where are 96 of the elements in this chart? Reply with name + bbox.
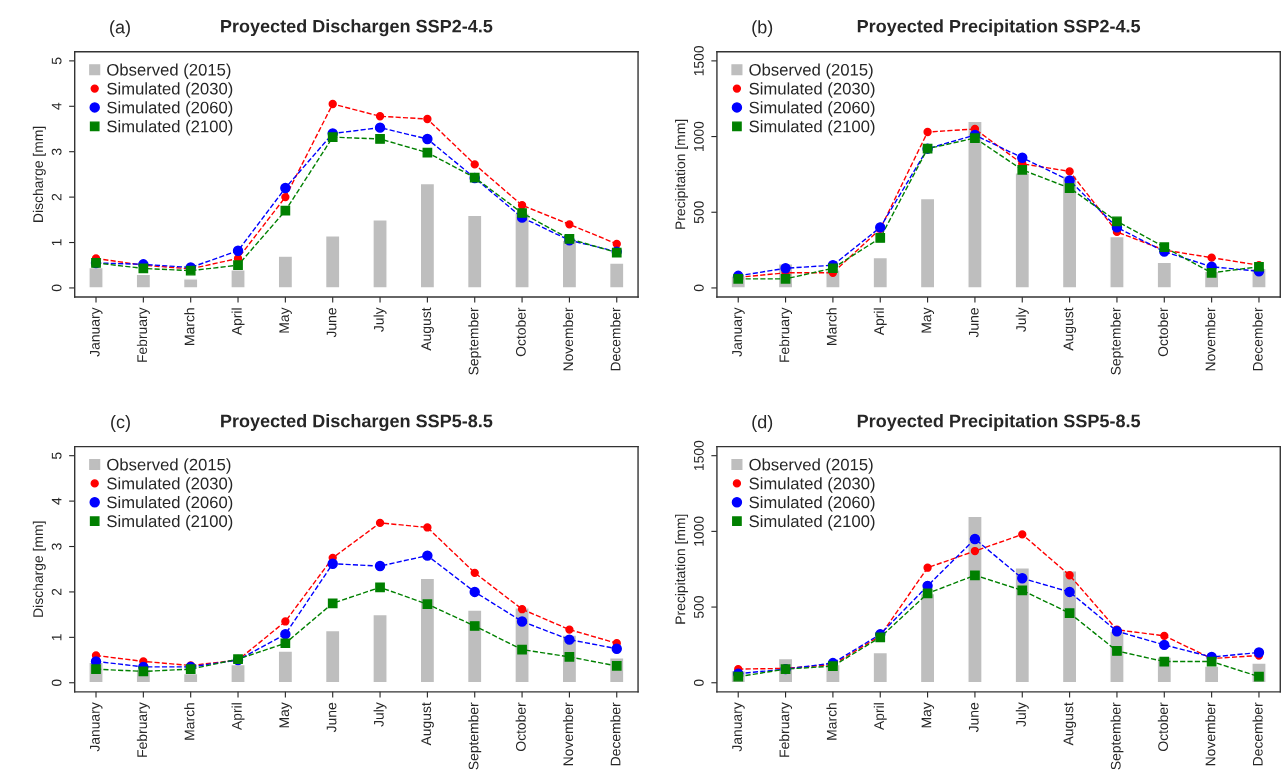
- x-tick-label: July: [373, 307, 387, 332]
- legend-label: Simulated (2030): [749, 477, 875, 493]
- x-tick-label: June: [968, 702, 979, 733]
- text: (a): [110, 20, 130, 38]
- y-tick-label: 3: [51, 148, 62, 156]
- legend-label: Simulated (2060): [749, 496, 875, 512]
- y-tick-label: 2: [51, 588, 62, 596]
- y-tick-label: 1500: [693, 440, 704, 471]
- x-tick-label: March: [826, 308, 837, 345]
- x-tick-label: November: [562, 702, 574, 766]
- y-axis-title: Discharge [mm]: [32, 521, 46, 617]
- x-tick-label: December: [1252, 307, 1263, 371]
- y-tick-label: 500: [693, 201, 704, 224]
- x-tick-label: April: [231, 308, 245, 336]
- y-tick-label: 0: [693, 679, 704, 687]
- y-tick-label: 0: [51, 679, 62, 687]
- y-axis-title: Precipitation [mm]: [675, 119, 688, 229]
- x-tick-label: August: [1063, 307, 1077, 351]
- legend-label: Simulated (2100): [749, 120, 875, 136]
- x-tick-label: September: [468, 307, 482, 375]
- x-tick-label: November: [562, 307, 574, 371]
- x-tick-label: January: [90, 702, 103, 752]
- x-tick-label: October: [1157, 307, 1169, 357]
- x-tick-label: July: [1015, 702, 1029, 727]
- x-tick-label: December: [1252, 702, 1263, 766]
- legend-label: Observed (2015): [749, 458, 873, 474]
- chart-title: Proyected Dischargen SSP2-4.5: [221, 19, 493, 37]
- legend-label: Simulated (2030): [107, 82, 233, 98]
- x-tick-label: February: [136, 307, 150, 362]
- y-axis-title: Precipitation [mm]: [675, 514, 688, 624]
- legend-label: Simulated (2100): [107, 514, 233, 531]
- legend-label: Simulated (2030): [107, 477, 233, 493]
- x-tick-label: February: [779, 307, 793, 362]
- x-tick-label: May: [921, 307, 935, 333]
- x-tick-label: May: [279, 702, 292, 728]
- y-axis-title: Discharge [mm]: [32, 126, 46, 222]
- legend-label: Simulated (2060): [749, 101, 875, 117]
- y-tick-label: 4: [51, 102, 62, 110]
- legend-label: Simulated (2060): [107, 101, 233, 117]
- x-tick-label: November: [1205, 702, 1216, 766]
- x-tick-label: March: [184, 703, 195, 740]
- x-tick-label: February: [779, 702, 793, 757]
- x-tick-label: February: [136, 702, 150, 757]
- y-tick-label: 3: [51, 543, 62, 550]
- x-tick-label: April: [873, 703, 887, 731]
- chart-title: Proyected Precipitation SSP5-8.5: [857, 414, 1141, 431]
- x-tick-label: October: [515, 702, 526, 751]
- y-tick-label: 500: [693, 596, 704, 619]
- y-tick-label: 1500: [693, 45, 704, 76]
- x-tick-label: August: [1063, 702, 1077, 746]
- chart-title: Proyected Precipitation SSP2-4.5: [857, 19, 1141, 37]
- y-tick-label: 1000: [693, 121, 704, 151]
- y-tick-label: 0: [51, 284, 62, 292]
- x-tick-label: May: [279, 307, 292, 333]
- x-tick-label: April: [231, 703, 245, 731]
- x-tick-label: March: [826, 703, 837, 740]
- x-tick-label: June: [326, 308, 337, 338]
- x-tick-label: September: [1110, 307, 1124, 375]
- y-tick-label: 4: [51, 497, 62, 505]
- x-tick-label: June: [326, 702, 337, 733]
- x-tick-label: November: [1205, 307, 1216, 371]
- x-tick-label: January: [90, 307, 103, 357]
- y-tick-label: 1: [51, 239, 62, 246]
- legend-label: Observed (2015): [107, 63, 231, 79]
- x-tick-label: September: [1110, 702, 1124, 770]
- legend-label: Simulated (2100): [107, 120, 233, 136]
- y-tick-label: 1: [51, 634, 62, 641]
- legend-label: Observed (2015): [749, 63, 873, 79]
- legend-label: Simulated (2060): [107, 496, 233, 512]
- x-tick-label: August: [421, 702, 434, 746]
- y-tick-label: 0: [693, 284, 704, 292]
- legend-label: Observed (2015): [107, 458, 231, 474]
- x-tick-label: April: [873, 308, 887, 336]
- text: (b): [752, 20, 773, 38]
- x-tick-label: July: [1015, 307, 1029, 332]
- x-tick-label: August: [421, 307, 434, 351]
- x-tick-label: January: [732, 702, 745, 752]
- text: (c): [111, 415, 130, 432]
- y-tick-label: 5: [51, 452, 62, 459]
- x-tick-label: January: [732, 307, 745, 357]
- x-tick-label: September: [468, 702, 482, 770]
- y-tick-label: 2: [51, 193, 62, 201]
- x-tick-label: December: [610, 702, 621, 766]
- text: (d): [752, 415, 773, 432]
- chart-title: Proyected Dischargen SSP5-8.5: [221, 414, 493, 431]
- x-tick-label: October: [515, 307, 526, 357]
- x-tick-label: May: [921, 702, 935, 728]
- legend-label: Simulated (2030): [749, 82, 875, 98]
- x-tick-label: July: [373, 702, 387, 727]
- x-tick-label: October: [1157, 702, 1169, 751]
- y-tick-label: 5: [51, 57, 62, 65]
- x-tick-label: June: [968, 308, 979, 338]
- y-tick-label: 1000: [693, 516, 704, 546]
- legend-label: Simulated (2100): [749, 514, 875, 531]
- x-tick-label: December: [610, 307, 621, 371]
- x-tick-label: March: [184, 308, 195, 345]
